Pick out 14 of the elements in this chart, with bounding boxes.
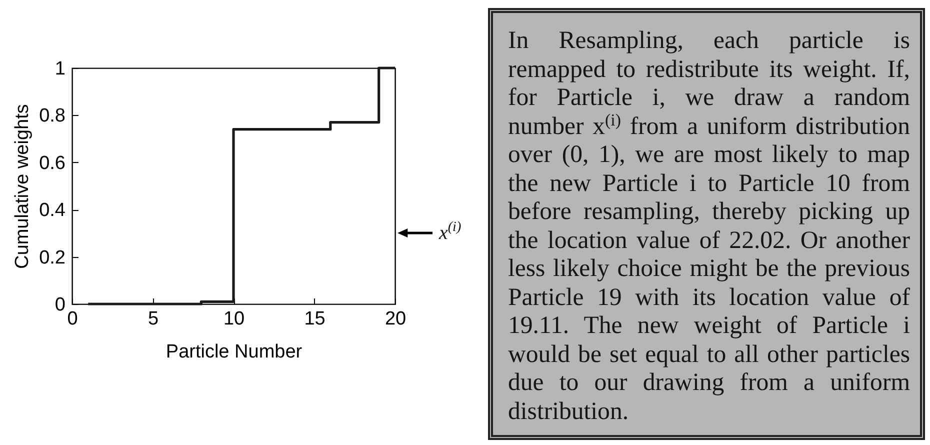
y-tick-label: 0.6 xyxy=(39,152,66,174)
x-tick-label: 15 xyxy=(304,308,326,330)
y-tick-label: 0 xyxy=(54,294,66,316)
y-tick-label: 1 xyxy=(54,58,66,80)
text: x$^{(i)}$ xyxy=(438,220,462,244)
x-tick-label: 10 xyxy=(223,308,245,330)
y-tick-label: 0.2 xyxy=(39,247,66,268)
x-tick-label: 20 xyxy=(384,308,406,330)
x-axis-title: Particle Number xyxy=(166,342,303,362)
y-tick-label: 0.4 xyxy=(39,200,66,222)
x-tick-label: 5 xyxy=(148,308,159,330)
y-tick-label: 0.8 xyxy=(39,106,66,127)
y-axis-title: Cumulative weights xyxy=(12,104,34,269)
text: In Resampling, each particle is remapped to redistribute its weight. If, for Particle i, we draw a random number x$^{(i)}$ from a uniform distribution over (0, 1), we are most likely to map the new Particle i to Particle 10 from before resampling, thereby picking up the location value of 22.02. Or another less likely choice might be the previous Particle 19 with its location value of 19.11. The new weight of Particle i would be set equal to all other particles due to our drawing from a uniform distribution. xyxy=(508,27,910,424)
